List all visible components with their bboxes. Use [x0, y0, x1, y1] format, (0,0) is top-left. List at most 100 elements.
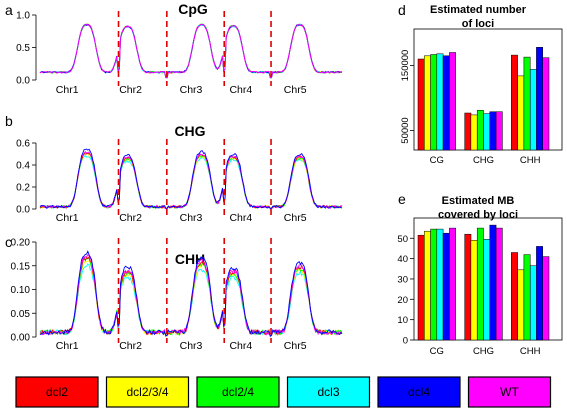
- legend-label: dcl3: [317, 385, 339, 399]
- panel-a-letter: a: [5, 2, 13, 18]
- legend-swatch-WT: [467, 376, 552, 408]
- bar-CG-dcl2: [417, 58, 425, 151]
- chh-line-chart: 0.00 0.05 0.10 0.15 0.20 Chr1 Chr2 Chr3 Chr4 Chr5: [11, 238, 343, 352]
- category-label: CG: [430, 155, 444, 166]
- series-line-dcl2: [39, 152, 343, 210]
- bar-CG-WT: [449, 227, 456, 341]
- panel-a-title: CpG: [178, 1, 208, 17]
- series-line-dcl3: [39, 154, 343, 209]
- y-tick-label: 0.05: [11, 309, 31, 320]
- y-tick-label: 150000: [400, 50, 411, 82]
- y-tick-label: 0: [403, 336, 408, 347]
- loci-mb-bar-chart: 0 10 20 30 40 50 CG CHG CHH: [397, 217, 563, 357]
- bar-CG-dcl3: [436, 53, 444, 151]
- legend-label: dcl2/4: [222, 385, 254, 399]
- chromosome-label: Chr4: [229, 84, 252, 96]
- y-tick-label: 0.0: [16, 205, 30, 216]
- y-tick-label: 10: [397, 315, 408, 326]
- loci-count-bar-chart: 50000 150000 CG CHG CHH: [400, 28, 563, 166]
- bar-CG-dcl2-3-4: [424, 55, 431, 151]
- series-line-dcl4: [39, 23, 343, 79]
- chromosome-label: Chr5: [284, 340, 307, 352]
- y-tick-label: 30: [397, 274, 408, 285]
- panel-e-title-line2: covered by loci: [438, 209, 518, 221]
- y-tick-label: 1.0: [16, 11, 30, 22]
- y-tick-label: 0.00: [11, 333, 31, 344]
- legend-swatch-dcl2-4: [196, 376, 280, 408]
- panel-e-letter: e: [398, 191, 406, 207]
- chromosome-label: Chr5: [284, 212, 307, 224]
- category-label: CHH: [520, 346, 541, 357]
- bar-CHG-WT: [495, 111, 503, 151]
- series-line-dcl2: [39, 23, 343, 79]
- y-tick-label: 0.6: [16, 139, 30, 150]
- category-label: CHG: [473, 155, 494, 166]
- panel-b-title: CHG: [174, 123, 205, 139]
- chromosome-label: Chr2: [119, 212, 142, 224]
- series-line-dcl4: [39, 148, 343, 210]
- panel-c-letter: c: [5, 234, 12, 250]
- bar-CHH-dcl2-4: [523, 56, 531, 151]
- bar-CHG-dcl2-3-4: [470, 240, 478, 341]
- panel-c-title: CHH: [175, 251, 205, 267]
- bar-CHH-dcl3: [529, 69, 537, 151]
- bar-CHH-dcl4: [536, 47, 543, 151]
- bar-CHH-dcl2: [511, 252, 518, 341]
- chromosome-label: Chr1: [56, 340, 79, 352]
- chromosome-label: Chr1: [56, 84, 79, 96]
- y-tick-label: 20: [397, 295, 408, 306]
- series-line-dcl4: [39, 250, 343, 338]
- panel-e-title-line1: Estimated MB: [442, 195, 515, 207]
- chromosome-label: Chr3: [180, 340, 203, 352]
- bar-CHH-WT: [542, 256, 550, 341]
- bar-CHG-dcl3: [483, 113, 491, 151]
- series-line-WT: [39, 23, 342, 79]
- bar-CHH-dcl3: [529, 265, 537, 341]
- bar-CHG-dcl2-3-4: [470, 114, 478, 151]
- bar-CG-WT: [449, 52, 456, 151]
- panel-b-letter: b: [5, 113, 13, 129]
- chromosome-label: Chr5: [284, 84, 307, 96]
- y-tick-label: 40: [397, 254, 408, 265]
- chromosome-label: Chr4: [229, 340, 252, 352]
- chg-line-chart: 0.0 0.2 0.4 0.6 Chr1 Chr2 Chr3 Chr4 Chr5: [16, 139, 343, 224]
- bar-CG-dcl2-4: [430, 54, 438, 151]
- y-tick-label: 0.15: [11, 261, 31, 272]
- legend-swatch-dcl3: [286, 376, 371, 408]
- y-tick-label: 50000: [400, 117, 411, 143]
- bar-CHG-dcl2-4: [476, 110, 484, 151]
- legend-swatch-dcl2: [15, 376, 99, 408]
- panel-d-title-line1: Estimated number: [430, 4, 527, 16]
- category-label: CHG: [473, 346, 494, 357]
- chromosome-label: Chr4: [229, 212, 252, 224]
- y-tick-label: 0.4: [16, 161, 30, 172]
- bar-CHG-dcl4: [489, 111, 497, 151]
- category-label: CHH: [520, 155, 541, 166]
- series-line-dcl3: [39, 23, 343, 79]
- legend: dcl2 dcl2/3/4 dcl2/4 dcl3 dcl4 WT: [15, 376, 552, 408]
- series-line-dcl2-4: [39, 23, 343, 79]
- bar-CHG-WT: [495, 227, 503, 341]
- bar-CHG-dcl2-4: [476, 227, 484, 341]
- bar-CHG-dcl3: [483, 239, 491, 341]
- bar-CHG-dcl4: [489, 224, 497, 341]
- category-label: CG: [430, 346, 444, 357]
- series-line-dcl2-3-4: [39, 152, 343, 210]
- legend-label: dcl2/3/4: [126, 385, 168, 399]
- bar-CHH-WT: [542, 57, 550, 151]
- bar-CG-dcl3: [436, 228, 444, 341]
- bar-CG-dcl2-4: [430, 228, 438, 341]
- series-line-dcl2-3-4: [39, 260, 343, 337]
- chromosome-label: Chr1: [56, 212, 79, 224]
- legend-swatch-dcl4: [377, 376, 461, 408]
- legend-label: WT: [500, 385, 519, 399]
- legend-swatch-dcl2-3-4: [105, 376, 190, 408]
- legend-label: dcl4: [408, 385, 430, 399]
- chromosome-label: Chr2: [119, 84, 142, 96]
- y-tick-label: 50: [397, 234, 408, 245]
- bar-CHH-dcl2-3-4: [517, 269, 525, 341]
- bar-CHH-dcl2-4: [523, 254, 531, 341]
- chromosome-label: Chr3: [180, 212, 203, 224]
- panel-d-title-line2: of loci: [462, 18, 494, 30]
